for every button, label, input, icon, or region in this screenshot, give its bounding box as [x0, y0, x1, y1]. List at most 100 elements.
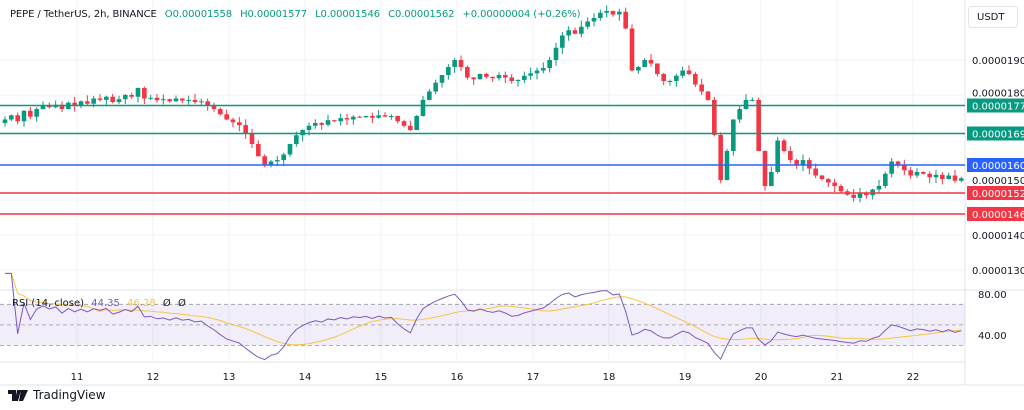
candle [477, 73, 483, 80]
candle [648, 53, 654, 67]
level-price-tag [967, 126, 1024, 141]
candle [769, 166, 774, 187]
candle [933, 170, 939, 184]
candle-body [857, 193, 863, 198]
rsi-tick-label: 40.00 [978, 331, 1007, 342]
candle [629, 24, 635, 72]
candle [750, 97, 755, 102]
candle-body [395, 116, 400, 122]
candle-body [458, 60, 464, 67]
candle [484, 72, 489, 79]
candle [148, 94, 153, 100]
candle-body [541, 68, 546, 71]
candle-body [199, 101, 204, 103]
candle [186, 95, 191, 105]
candle-body [338, 118, 343, 122]
candle-body [129, 95, 134, 97]
candle [908, 166, 913, 179]
candle-body [503, 75, 508, 78]
candle [693, 71, 698, 88]
candle [680, 66, 685, 79]
candle-body [794, 160, 799, 165]
candle-body [40, 105, 46, 109]
candle [655, 63, 660, 77]
candle [718, 132, 723, 184]
candle-body [439, 75, 445, 83]
candle-body [674, 75, 679, 81]
candle-body [268, 161, 274, 165]
level-price-tag [967, 98, 1024, 113]
rsi-extra-2: Ø [177, 298, 186, 309]
candle-body [72, 102, 77, 106]
candle [800, 154, 806, 171]
candle-body [154, 97, 160, 101]
candle-body [205, 101, 210, 106]
x-tick-label: 13 [223, 372, 236, 383]
candle-body [243, 125, 248, 134]
candle-body [85, 101, 90, 104]
candle-body [718, 134, 723, 181]
candle-body [28, 110, 33, 117]
candle-body [655, 63, 660, 74]
tradingview-branding[interactable]: TradingView [8, 388, 106, 402]
candle [357, 115, 362, 118]
candle [161, 94, 166, 105]
candle-body [591, 18, 597, 22]
y-tick-label: 0.0000190 [972, 56, 1024, 67]
candle-body [104, 96, 109, 100]
candle-body [477, 74, 483, 80]
candle-body [908, 170, 913, 176]
candle-body [813, 168, 818, 176]
candle-body [275, 160, 280, 162]
level-price-label: 0.0000160 [972, 161, 1024, 172]
candle [256, 140, 261, 157]
x-tick-label: 19 [679, 372, 692, 383]
candle-body [693, 74, 698, 85]
candle-body [889, 161, 894, 174]
candle-body [332, 120, 337, 122]
symbol-title[interactable]: PEPE / TetherUS, 2h, BINANCE [10, 9, 157, 20]
candle [610, 10, 616, 17]
candle-body [509, 77, 514, 81]
candle-body [883, 173, 888, 186]
candle-body [534, 70, 540, 74]
x-tick-label: 14 [299, 372, 312, 383]
candle [889, 157, 894, 178]
candle-body [566, 30, 571, 36]
rsi-title[interactable]: RSI (14, close) [12, 298, 85, 309]
candle-body [921, 172, 926, 174]
open-value: O0.00001558 [164, 9, 233, 20]
candle [135, 87, 141, 103]
candle [566, 26, 571, 41]
level-price-label: 0.0000146 [972, 210, 1024, 221]
x-tick-label: 11 [71, 372, 84, 383]
candle [414, 114, 419, 131]
level-price-tag [967, 158, 1024, 172]
candle [731, 119, 736, 156]
candle-body [775, 140, 780, 172]
candle [712, 96, 717, 137]
candle [642, 58, 647, 68]
level-price-tag [967, 186, 1024, 200]
candle [883, 171, 888, 189]
candle-body [167, 99, 172, 102]
candle [522, 71, 527, 84]
rsi-ma-value: 46.28 [127, 298, 156, 309]
candle [775, 137, 780, 174]
candle [547, 56, 552, 73]
candle-body [572, 30, 578, 34]
candle [53, 100, 58, 109]
change-value: +0.00000004 (+0.26%) [462, 9, 581, 20]
candle-body [224, 114, 229, 120]
candle [705, 90, 711, 101]
candle-body [408, 125, 413, 130]
candle-body [186, 99, 191, 101]
candle [813, 163, 818, 179]
candle [471, 77, 476, 85]
candle [332, 120, 337, 123]
currency-button[interactable]: USDT [968, 6, 1018, 28]
candle-body [433, 82, 438, 92]
candle-body [731, 119, 736, 151]
candle [401, 119, 407, 128]
